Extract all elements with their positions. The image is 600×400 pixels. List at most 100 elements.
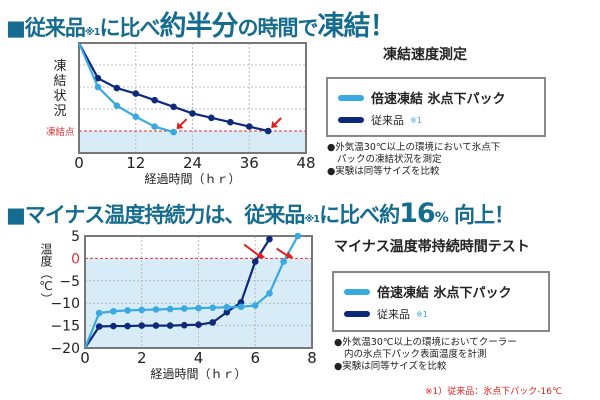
x-tick-label: 24 xyxy=(183,154,202,172)
square-bullet: ■ xyxy=(6,203,26,227)
x-axis-label: 経過時間（ｈｒ） xyxy=(144,172,240,186)
arrow-icon xyxy=(243,243,261,258)
arrowhead-icon xyxy=(271,121,279,128)
data-point xyxy=(195,304,202,312)
y-tick-label: −15 xyxy=(50,319,80,335)
headline-emphasis: 約半分 xyxy=(159,11,239,42)
headline-text: 従来品 xyxy=(24,16,86,40)
legend-note: ※1 xyxy=(410,115,422,125)
data-point xyxy=(280,258,287,265)
legend-label-fast: 倍速凍結 氷点下パック xyxy=(371,92,506,107)
legend-label-conventional: 従来品 xyxy=(371,114,404,127)
data-point xyxy=(110,322,117,330)
y-axis-label: 温度（℃） xyxy=(39,243,53,305)
headline-text: 向上！ xyxy=(447,203,515,227)
chart2-notes: ●外気温30℃以上の環境においてクーラー 内の氷点下パック表面温度を計測 ●実験… xyxy=(334,337,517,373)
chart2-legend: 倍速凍結 氷点下パック 従来品 ※1 xyxy=(332,271,550,332)
y-tick-label: 5 xyxy=(71,229,80,245)
data-point xyxy=(266,290,273,297)
data-point xyxy=(264,127,272,135)
legend-swatch-conventional xyxy=(338,117,364,123)
data-point xyxy=(152,322,160,329)
data-point xyxy=(294,232,302,240)
minus-temperature-chart: 0 2 4 6 8 経過時間（ｈｒ） 5 0 −5 −10 −15 −20 xyxy=(50,229,317,381)
data-point xyxy=(209,319,216,326)
data-point xyxy=(170,128,177,136)
arrowhead-icon xyxy=(286,251,294,259)
data-point xyxy=(251,302,259,309)
footnote-ref: ※1 xyxy=(84,27,101,38)
plot-frame xyxy=(78,42,307,154)
chart2-title: マイナス温度帯持続時間テスト xyxy=(334,239,530,255)
x-tick-label: 6 xyxy=(250,349,260,367)
footnote-ref: ※1 xyxy=(304,214,320,225)
data-point xyxy=(132,113,140,120)
data-point xyxy=(94,83,102,91)
data-point xyxy=(266,235,273,243)
arrow-icon xyxy=(276,247,290,258)
data-point xyxy=(181,305,188,312)
headline-1: ■従来品※1に比べ約半分の時間で凍結！ xyxy=(6,4,397,43)
data-point xyxy=(223,303,231,311)
note-line: ●実験は同等サイズを比較 xyxy=(334,361,447,372)
x-tick-label: 2 xyxy=(137,349,147,367)
headline-emphasis: 16 xyxy=(399,198,436,229)
data-point xyxy=(189,110,196,117)
x-tick-label: 36 xyxy=(240,154,259,172)
y-tick-label: −5 xyxy=(59,274,80,290)
x-tick-label: 4 xyxy=(194,349,204,367)
headline-percent: % xyxy=(434,210,449,226)
data-point xyxy=(152,306,160,313)
chart1-notes: ●外気温30℃以上の環境において氷点下 パックの凍結状況を測定 ●実験は同等サイ… xyxy=(327,142,500,178)
series-line-fast xyxy=(83,235,299,349)
headline-text: の時間で xyxy=(237,16,319,40)
data-point xyxy=(223,308,231,316)
data-point xyxy=(110,307,117,315)
legend-note: ※1 xyxy=(416,309,428,319)
note-line: パックの凍結状況を測定 xyxy=(337,154,442,165)
data-point xyxy=(151,123,158,130)
x-tick-label: 8 xyxy=(307,349,317,367)
data-point xyxy=(132,90,140,97)
plot-frame xyxy=(84,235,313,349)
headline-text: に比べ xyxy=(99,16,161,40)
x-tick-label: 0 xyxy=(74,154,84,172)
data-point xyxy=(209,304,216,311)
data-point xyxy=(113,84,121,92)
footnote: ※1）従来品：氷点下パック-16℃ xyxy=(425,387,563,397)
data-point xyxy=(195,321,202,329)
below-reference-fill xyxy=(79,131,306,153)
x-tick-label: 48 xyxy=(296,154,315,172)
note-line: 内の氷点下パック表面温度を計測 xyxy=(344,349,487,360)
legend-swatch-fast xyxy=(338,94,364,101)
y-tick-label: −10 xyxy=(50,296,80,312)
data-point xyxy=(94,74,102,82)
data-point xyxy=(124,307,131,314)
legend-label-fast: 倍速凍結 氷点下パック xyxy=(377,286,512,301)
data-point xyxy=(170,103,177,111)
data-point xyxy=(251,258,259,265)
arrowhead-icon xyxy=(258,251,266,259)
y-axis-label-char: 凍 xyxy=(53,58,66,74)
reference-label: 凍結点 xyxy=(46,126,75,138)
data-point xyxy=(124,322,131,330)
headline-text: マイナス温度持続力は、従来品 xyxy=(24,203,306,227)
data-point xyxy=(227,118,234,126)
x-tick-label: 0 xyxy=(80,349,90,367)
data-point xyxy=(95,309,103,317)
headline-2: ■マイナス温度持続力は、従来品※1に比べ約16% 向上！ xyxy=(6,198,515,229)
data-point xyxy=(113,102,121,109)
note-line: ●外気温30℃以上の環境において氷点下 xyxy=(327,142,501,153)
y-axis-label-char: 況 xyxy=(53,104,66,119)
data-point xyxy=(151,96,158,104)
data-point xyxy=(95,323,103,330)
note-line: ●外気温30℃以上の環境においてクーラー xyxy=(334,337,517,348)
y-axis-label-char: 状 xyxy=(53,89,66,104)
y-tick-label: −20 xyxy=(50,341,80,357)
data-point xyxy=(166,305,174,313)
chart1-title: 凍結速度測定 xyxy=(383,47,467,63)
headline-text: に比べ約 xyxy=(319,203,400,227)
legend-swatch-fast xyxy=(344,288,370,295)
y-axis-label-char: 結 xyxy=(53,74,66,89)
